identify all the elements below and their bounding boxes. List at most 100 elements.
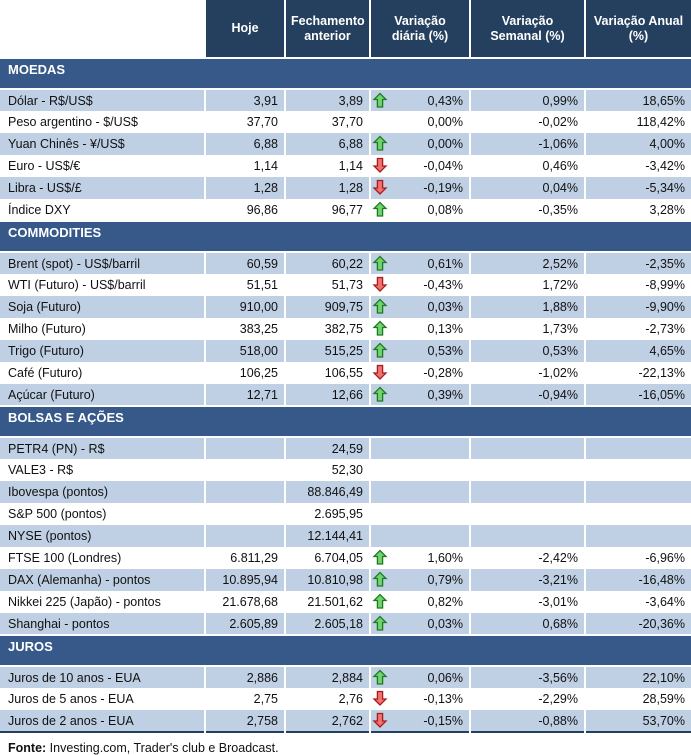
cell-variacao-diaria: 0,03% <box>369 613 470 635</box>
cell-variacao-anual <box>584 481 691 503</box>
table-row: NYSE (pontos) 12.144,41 <box>0 525 691 547</box>
cell-hoje: 51,51 <box>204 274 285 296</box>
cell-variacao-semanal: -3,21% <box>469 569 585 591</box>
cell-variacao-anual <box>584 503 691 525</box>
row-label: DAX (Alemanha) - pontos <box>0 569 205 591</box>
row-label: Shanghai - pontos <box>0 613 205 635</box>
header-cell-variacao-anual: Variação Anual (%) <box>584 0 691 59</box>
header-cell-fechamento-anterior: Fechamento anterior <box>284 0 370 59</box>
cell-hoje <box>204 437 285 459</box>
cell-variacao-semanal <box>469 437 585 459</box>
cell-hoje: 2,886 <box>204 666 285 688</box>
cell-variacao-diaria: -0,19% <box>369 177 470 199</box>
table-row: Dólar - R$/US$ 3,91 3,89 0,43% 0,99% 18,65% <box>0 89 691 111</box>
row-label: Juros de 2 anos - EUA <box>0 710 205 732</box>
section-header-commodities: COMMODITIES <box>0 220 691 253</box>
cell-variacao-anual: -9,90% <box>584 296 691 318</box>
cell-variacao-anual: 28,59% <box>584 688 691 710</box>
arrow-up-icon <box>372 593 390 611</box>
cell-fechamento-anterior: 909,75 <box>284 296 370 318</box>
cell-fechamento-anterior: 21.501,62 <box>284 591 370 613</box>
cell-fechamento-anterior: 515,25 <box>284 340 370 362</box>
cell-variacao-diaria-value: -0,04% <box>423 159 463 173</box>
cell-fechamento-anterior: 60,22 <box>284 252 370 274</box>
header-cell-variacao-semanal: Variação Semanal (%) <box>469 0 585 59</box>
arrow-up-icon <box>372 549 390 567</box>
row-label: Soja (Futuro) <box>0 296 205 318</box>
cell-variacao-semanal <box>469 481 585 503</box>
cell-variacao-diaria-value: -0,28% <box>423 366 463 380</box>
cell-variacao-anual: -2,73% <box>584 318 691 340</box>
cell-variacao-diaria-value: 0,82% <box>427 595 463 609</box>
arrow-down-icon <box>372 712 390 730</box>
cell-variacao-diaria: 0,82% <box>369 591 470 613</box>
table-row: WTI (Futuro) - US$/barril 51,51 51,73 -0,43… <box>0 274 691 296</box>
table-row: Brent (spot) - US$/barril 60,59 60,22 0,61%… <box>0 252 691 274</box>
cell-variacao-semanal <box>469 525 585 547</box>
cell-variacao-diaria-value: 0,08% <box>427 202 463 217</box>
row-label: FTSE 100 (Londres) <box>0 547 205 569</box>
table-row: Euro - US$/€ 1,14 1,14 -0,04% 0,46% -3,42% <box>0 155 691 177</box>
cell-variacao-semanal: 1,73% <box>469 318 585 340</box>
cell-hoje: 60,59 <box>204 252 285 274</box>
table-row: Yuan Chinês - ¥/US$ 6,88 6,88 0,00% -1,06% 4,… <box>0 133 691 155</box>
cell-variacao-anual: -5,34% <box>584 177 691 199</box>
cell-variacao-diaria-value: 1,60% <box>427 551 463 565</box>
table-row: PETR4 (PN) - R$ 24,59 <box>0 437 691 459</box>
cell-hoje: 2,758 <box>204 710 285 732</box>
row-label: WTI (Futuro) - US$/barril <box>0 274 205 296</box>
cell-variacao-anual: -8,99% <box>584 274 691 296</box>
cell-variacao-semanal: -0,94% <box>469 384 585 406</box>
arrow-up-icon <box>372 255 390 273</box>
table-row: Shanghai - pontos 2.605,89 2.605,18 0,03% 0,… <box>0 613 691 635</box>
cell-variacao-diaria <box>369 481 470 503</box>
cell-variacao-diaria-value: 0,39% <box>427 387 463 402</box>
cell-variacao-diaria: -0,04% <box>369 155 470 177</box>
cell-hoje: 6,88 <box>204 133 285 155</box>
cell-variacao-diaria-value: -0,43% <box>423 278 463 292</box>
cell-variacao-diaria-value: 0,13% <box>427 322 463 336</box>
cell-variacao-semanal: 0,46% <box>469 155 585 177</box>
cell-variacao-semanal: 0,68% <box>469 613 585 635</box>
arrow-up-icon <box>372 386 390 404</box>
arrow-down-icon <box>372 179 390 197</box>
header-row: Hoje Fechamento anterior Variação diária… <box>0 0 691 59</box>
cell-variacao-semanal: 1,88% <box>469 296 585 318</box>
cell-hoje: 106,25 <box>204 362 285 384</box>
cell-variacao-semanal <box>469 459 585 481</box>
header-cell-blank <box>0 0 205 58</box>
cell-hoje: 1,28 <box>204 177 285 199</box>
cell-variacao-semanal: -2,29% <box>469 688 585 710</box>
cell-variacao-semanal: -1,02% <box>469 362 585 384</box>
table-row: Índice DXY 96,86 96,77 0,08% -0,35% 3,28% <box>0 199 691 221</box>
row-label: PETR4 (PN) - R$ <box>0 437 205 459</box>
table-row: DAX (Alemanha) - pontos 10.895,94 10.810,9… <box>0 569 691 591</box>
table-row: Soja (Futuro) 910,00 909,75 0,03% 1,88% -9,90… <box>0 296 691 318</box>
cell-variacao-anual: -6,96% <box>584 547 691 569</box>
cell-variacao-diaria: 0,61% <box>369 252 470 274</box>
cell-variacao-anual: -3,64% <box>584 591 691 613</box>
cell-fechamento-anterior: 3,89 <box>284 89 370 111</box>
cell-variacao-diaria: 0,06% <box>369 666 470 688</box>
cell-variacao-semanal: -3,01% <box>469 591 585 613</box>
cell-variacao-anual <box>584 525 691 547</box>
cell-variacao-anual: -16,48% <box>584 569 691 591</box>
cell-variacao-diaria-value: 0,00% <box>427 115 463 129</box>
cell-variacao-anual: 4,65% <box>584 340 691 362</box>
cell-fechamento-anterior: 6.704,05 <box>284 547 370 569</box>
source-footer: Fonte: Investing.com, Trader's club e Br… <box>0 736 691 755</box>
cell-fechamento-anterior: 2.605,18 <box>284 613 370 635</box>
table-row: Juros de 2 anos - EUA 2,758 2,762 -0,15% -0,… <box>0 710 691 732</box>
cell-hoje: 10.895,94 <box>204 569 285 591</box>
cell-variacao-semanal <box>469 503 585 525</box>
cell-variacao-diaria <box>369 459 470 481</box>
cell-fechamento-anterior: 1,28 <box>284 177 370 199</box>
cell-variacao-anual: 3,28% <box>584 199 691 221</box>
arrow-down-icon <box>372 690 390 708</box>
section-row: COMMODITIES <box>0 220 691 253</box>
row-label: S&P 500 (pontos) <box>0 503 205 525</box>
section-header-moedas: MOEDAS <box>0 57 691 90</box>
arrow-up-icon <box>372 320 390 338</box>
row-label: Trigo (Futuro) <box>0 340 205 362</box>
section-header-bolsas-e-a-es: BOLSAS E AÇÕES <box>0 405 691 438</box>
